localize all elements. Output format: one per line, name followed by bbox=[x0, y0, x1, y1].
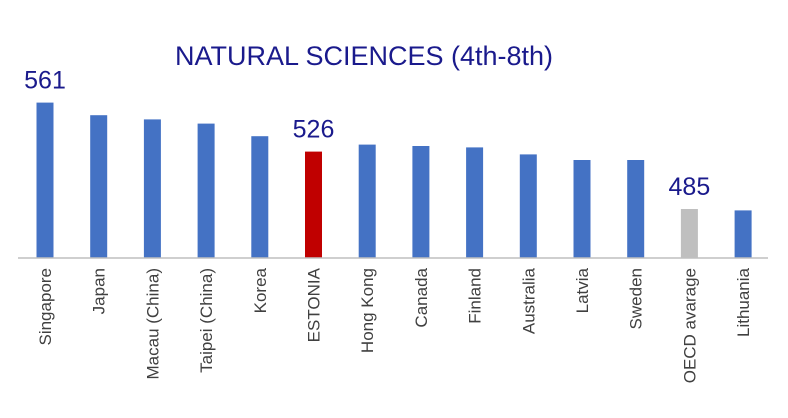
x-tick-label-finland: Finland bbox=[466, 268, 485, 324]
x-tick-label-sweden: Sweden bbox=[627, 268, 646, 329]
data-label-singapore: 561 bbox=[24, 67, 66, 95]
bar-sweden bbox=[627, 160, 645, 258]
bar-estonia bbox=[305, 151, 322, 258]
bar-korea bbox=[251, 136, 269, 258]
bar-australia bbox=[519, 154, 537, 258]
x-tick-labels: Singapore Japan Macau (China) Taipei (China… bbox=[36, 267, 753, 383]
x-tick-label-lithuania: Lithuania bbox=[734, 267, 753, 337]
x-tick-label-japan: Japan bbox=[90, 268, 109, 314]
x-tick-label-oecd-avarage: OECD avarage bbox=[680, 268, 699, 383]
data-labels-group: 561 526 485 bbox=[24, 67, 710, 201]
bar-oecd-avarage bbox=[680, 209, 698, 258]
x-tick-label-singapore: Singapore bbox=[36, 268, 55, 346]
bar-macau-china bbox=[143, 119, 161, 259]
bar-finland bbox=[466, 147, 484, 258]
chart-title: NATURAL SCIENCES (4th-8th) bbox=[175, 41, 553, 71]
bar-singapore bbox=[36, 102, 54, 258]
bar-hong-kong bbox=[358, 144, 376, 258]
bars-group bbox=[36, 102, 752, 259]
bar-canada bbox=[412, 146, 430, 258]
bar-latvia bbox=[573, 160, 591, 258]
x-tick-label-canada: Canada bbox=[412, 267, 431, 327]
x-tick-label-macau-china: Macau (China) bbox=[143, 268, 162, 380]
x-tick-label-latvia: Latvia bbox=[573, 267, 592, 313]
bar-japan bbox=[90, 115, 108, 258]
bar-lithuania bbox=[734, 210, 752, 258]
x-tick-label-estonia: ESTONIA bbox=[305, 267, 324, 342]
x-tick-label-hong-kong: Hong Kong bbox=[358, 268, 377, 353]
x-tick-label-australia: Australia bbox=[519, 267, 538, 334]
x-tick-label-korea: Korea bbox=[251, 267, 270, 313]
data-label-oecd-avarage: 485 bbox=[669, 173, 711, 201]
bar-taipei-china bbox=[197, 123, 215, 258]
data-label-estonia: 526 bbox=[293, 116, 335, 144]
x-tick-label-taipei-china: Taipei (China) bbox=[197, 268, 216, 373]
